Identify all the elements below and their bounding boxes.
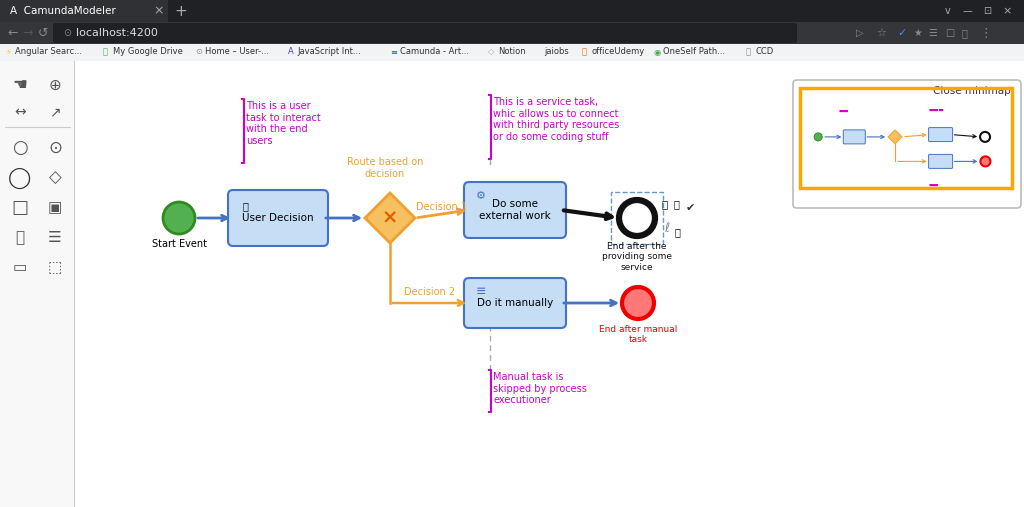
Circle shape <box>980 132 990 142</box>
Text: Camunda - Art...: Camunda - Art... <box>400 48 469 56</box>
Text: officeUdemy: officeUdemy <box>591 48 644 56</box>
Text: ✔: ✔ <box>686 203 695 213</box>
Text: ▷: ▷ <box>856 28 863 38</box>
Text: JavaScript Int...: JavaScript Int... <box>298 48 361 56</box>
Text: ↗: ↗ <box>49 105 60 119</box>
Text: localhost:4200: localhost:4200 <box>76 28 158 38</box>
FancyBboxPatch shape <box>929 128 952 141</box>
Text: Angular Searc...: Angular Searc... <box>15 48 82 56</box>
Text: ↔: ↔ <box>14 105 26 119</box>
Text: ⊡: ⊡ <box>983 6 991 16</box>
Text: ✓: ✓ <box>897 28 906 38</box>
Text: v: v <box>945 6 950 16</box>
Text: ℓ: ℓ <box>664 222 669 235</box>
FancyBboxPatch shape <box>464 278 566 328</box>
Text: Manual task is
skipped by process
executioner: Manual task is skipped by process execut… <box>493 372 587 405</box>
Text: Do it manually: Do it manually <box>477 298 553 308</box>
Text: ⬚: ⬚ <box>48 261 62 275</box>
Text: ×: × <box>382 208 398 228</box>
Text: Route based on
decision: Route based on decision <box>347 157 423 179</box>
FancyBboxPatch shape <box>464 182 566 238</box>
Circle shape <box>980 156 990 166</box>
Text: This is a service task,
whic allows us to connect
with third party resources
or : This is a service task, whic allows us t… <box>493 97 620 142</box>
Text: ◇: ◇ <box>48 169 61 187</box>
FancyBboxPatch shape <box>0 44 1024 61</box>
Circle shape <box>622 287 654 319</box>
Text: Notion: Notion <box>498 48 525 56</box>
Text: My Google Drive: My Google Drive <box>113 48 182 56</box>
FancyBboxPatch shape <box>0 0 168 22</box>
Text: Decision 1: Decision 1 <box>417 202 468 212</box>
Text: ○: ○ <box>12 139 28 157</box>
Text: ⋮: ⋮ <box>979 26 991 40</box>
Text: Do some
external work: Do some external work <box>479 199 551 221</box>
Text: ⊙: ⊙ <box>48 139 61 157</box>
Text: A  CamundaModeler: A CamundaModeler <box>10 6 116 16</box>
Text: CCD: CCD <box>756 48 774 56</box>
Text: ◯: ◯ <box>8 167 32 189</box>
Text: ⊙: ⊙ <box>196 48 202 56</box>
Circle shape <box>618 200 655 236</box>
Text: ☰: ☰ <box>928 28 937 38</box>
Text: 🍃: 🍃 <box>102 48 108 56</box>
Text: 🔧: 🔧 <box>675 227 681 237</box>
Text: Home – User-...: Home – User-... <box>205 48 269 56</box>
Text: Decision 2: Decision 2 <box>403 287 455 297</box>
Text: ⚡: ⚡ <box>5 48 11 56</box>
Text: ⊕: ⊕ <box>48 78 61 92</box>
Text: ▬▬: ▬▬ <box>839 110 850 114</box>
Text: ▣: ▣ <box>48 200 62 215</box>
Text: ⊙: ⊙ <box>63 28 71 38</box>
Polygon shape <box>365 193 415 243</box>
Text: 🔧: 🔧 <box>662 199 669 209</box>
Text: ★: ★ <box>913 28 922 38</box>
Text: Start Event: Start Event <box>152 239 207 249</box>
FancyBboxPatch shape <box>0 0 1024 22</box>
FancyBboxPatch shape <box>0 22 1024 44</box>
Text: ☆: ☆ <box>876 28 886 38</box>
Text: User Decision: User Decision <box>243 213 313 223</box>
Text: ×: × <box>153 5 164 18</box>
Text: ←: ← <box>7 26 17 40</box>
Text: A: A <box>288 48 293 56</box>
FancyBboxPatch shape <box>793 80 1021 208</box>
Text: ⬜: ⬜ <box>745 48 751 56</box>
Text: This is a user
task to interact
with the end
users: This is a user task to interact with the… <box>246 101 321 146</box>
Text: →: → <box>22 26 33 40</box>
Text: ☚: ☚ <box>12 76 28 94</box>
Text: ×: × <box>1002 6 1012 16</box>
Text: +: + <box>174 4 186 18</box>
Text: 👤: 👤 <box>242 201 248 211</box>
Text: ⓞ: ⓞ <box>581 48 586 56</box>
Text: ☰: ☰ <box>48 231 61 245</box>
Polygon shape <box>888 130 902 144</box>
Text: 🗋: 🗋 <box>15 231 25 245</box>
Text: End after the
providing some
service: End after the providing some service <box>602 242 672 272</box>
Text: ▭: ▭ <box>13 261 28 275</box>
FancyBboxPatch shape <box>53 23 797 43</box>
Text: □: □ <box>945 28 954 38</box>
Text: ≡: ≡ <box>390 48 397 56</box>
Text: □: □ <box>11 199 29 217</box>
Text: jaiobs: jaiobs <box>545 48 569 56</box>
Circle shape <box>163 202 195 234</box>
Text: End after manual
task: End after manual task <box>599 325 677 344</box>
Text: ≡: ≡ <box>476 284 486 298</box>
Text: ◇: ◇ <box>487 48 495 56</box>
Text: OneSelf Path...: OneSelf Path... <box>664 48 725 56</box>
Circle shape <box>814 133 822 141</box>
FancyBboxPatch shape <box>228 190 328 246</box>
FancyBboxPatch shape <box>929 155 952 168</box>
Text: 👤: 👤 <box>962 28 968 38</box>
Text: ↺: ↺ <box>38 26 48 40</box>
Text: 🗑: 🗑 <box>674 199 680 209</box>
FancyBboxPatch shape <box>0 61 75 507</box>
Text: ▬▬: ▬▬ <box>929 183 939 188</box>
Text: Close minimap: Close minimap <box>933 86 1011 96</box>
Text: ◉: ◉ <box>653 48 660 56</box>
FancyBboxPatch shape <box>844 130 865 144</box>
Text: ▬▬▬: ▬▬▬ <box>929 108 945 113</box>
Text: ⚙: ⚙ <box>476 191 486 201</box>
Text: —: — <box>963 6 973 16</box>
